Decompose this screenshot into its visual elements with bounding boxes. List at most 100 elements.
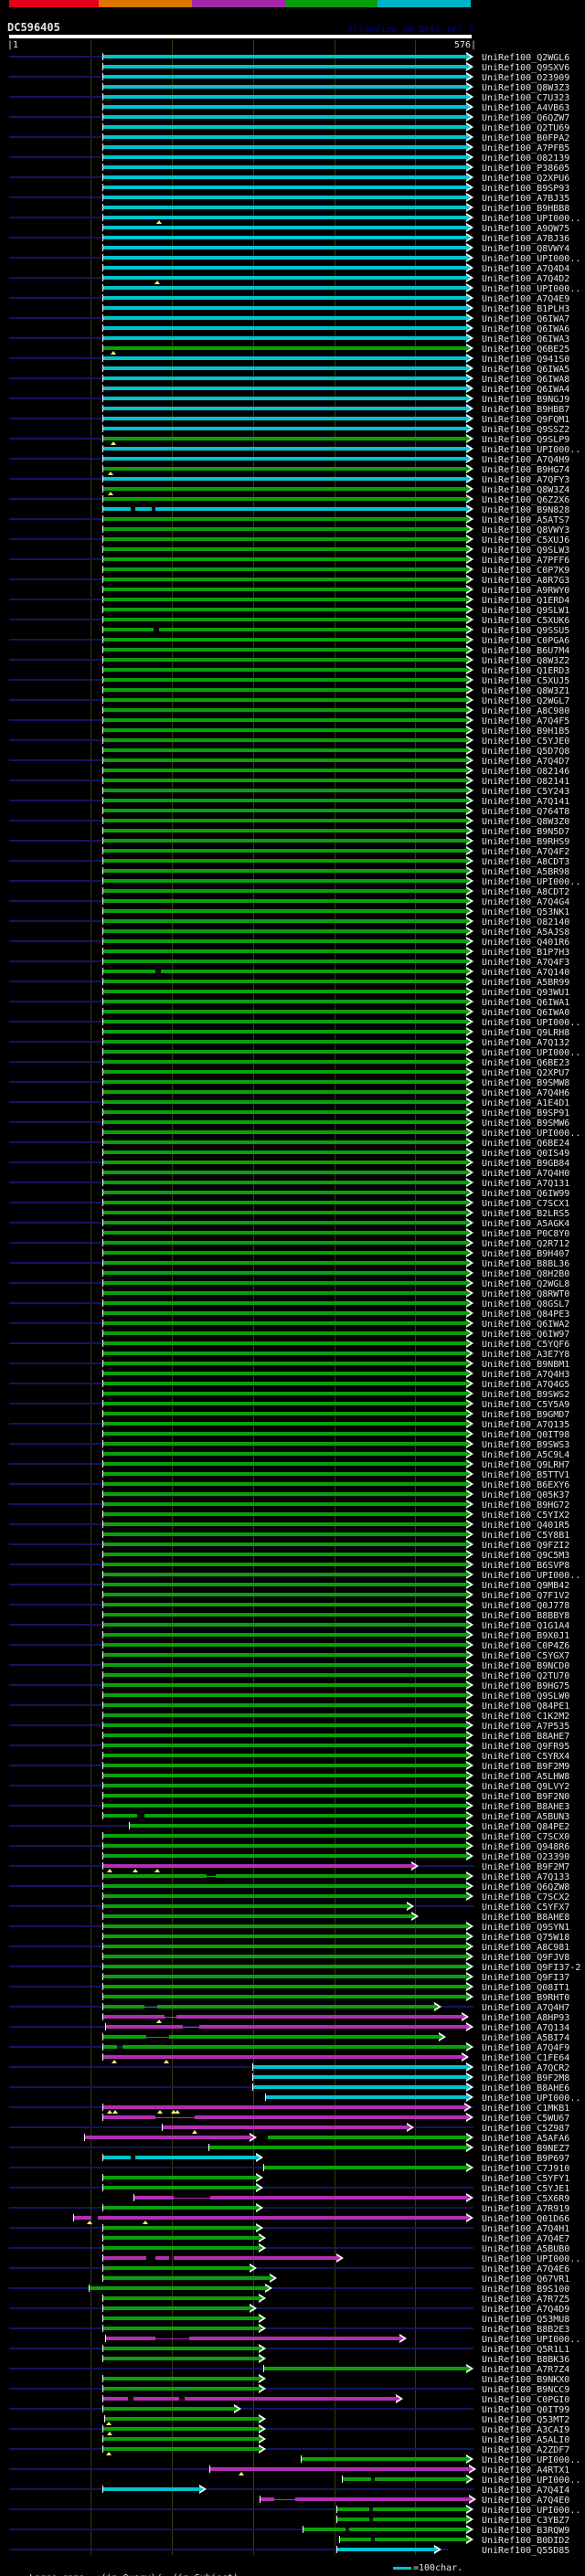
alignment-bar-segment[interactable] — [102, 1331, 466, 1335]
hit-label[interactable]: UniRef100_A5BUN3 — [482, 1812, 570, 1822]
hit-label[interactable]: UniRef100_Q5D7Q8 — [482, 747, 570, 757]
hit-label[interactable]: UniRef100_A7Q141 — [482, 797, 570, 807]
alignment-bar-segment[interactable] — [157, 2005, 434, 2009]
hit-label[interactable]: UniRef100_A7BJ35 — [482, 194, 570, 204]
alignment-bar-segment[interactable] — [102, 819, 466, 822]
alignment-bar-segment[interactable] — [102, 1975, 466, 1978]
alignment-bar-segment[interactable] — [102, 1020, 466, 1023]
hit-label[interactable]: UniRef100_Q6BE25 — [482, 345, 570, 355]
alignment-bar-segment[interactable] — [102, 1291, 466, 1295]
hit-label[interactable]: UniRef100_B8AHE6 — [482, 2083, 570, 2094]
alignment-bar-segment[interactable] — [102, 1924, 466, 1928]
hit-label[interactable]: UniRef100_A7PFB5 — [482, 143, 570, 154]
alignment-bar-segment[interactable] — [102, 256, 466, 260]
alignment-bar-segment[interactable] — [102, 2347, 259, 2350]
hit-label[interactable]: UniRef100_Q05K37 — [482, 1490, 570, 1500]
hit-label[interactable]: UniRef100_Q9FZI2 — [482, 1541, 570, 1551]
alignment-bar-segment[interactable] — [102, 2236, 259, 2240]
hit-label[interactable]: UniRef100_C5YGX7 — [482, 1651, 570, 1661]
hit-label[interactable]: UniRef100_A7Q4H7 — [482, 2003, 570, 2013]
hit-label[interactable]: UniRef100_Q9FI37-2 — [482, 1963, 581, 1973]
hit-label[interactable]: UniRef100_B9RHT0 — [482, 1993, 570, 2003]
hit-label[interactable]: UniRef100_B9HG74 — [482, 465, 570, 475]
hit-label[interactable]: UniRef100_C5WU67 — [482, 2114, 570, 2124]
alignment-bar-segment[interactable] — [102, 708, 466, 712]
alignment-bar-segment[interactable] — [144, 1814, 466, 1818]
hit-label[interactable]: UniRef100_C5Y243 — [482, 787, 570, 797]
hit-label[interactable]: UniRef100_A5C9L4 — [482, 1450, 570, 1460]
alignment-bar-segment[interactable] — [155, 2256, 169, 2260]
alignment-bar-segment[interactable] — [102, 789, 466, 792]
alignment-bar-segment[interactable] — [102, 1352, 466, 1355]
alignment-bar-segment[interactable] — [102, 1261, 466, 1265]
hit-label[interactable]: UniRef100_Q9SLW1 — [482, 606, 570, 616]
alignment-bar-segment[interactable] — [102, 165, 466, 169]
alignment-bar-segment[interactable] — [210, 2196, 466, 2200]
alignment-bar-segment[interactable] — [102, 668, 466, 672]
alignment-bar-segment[interactable] — [102, 1191, 466, 1194]
hit-label[interactable]: UniRef100_A7Q4G4 — [482, 897, 570, 907]
alignment-bar-segment[interactable] — [102, 286, 466, 290]
hit-label[interactable]: UniRef100_A7Q140 — [482, 968, 570, 978]
alignment-bar-segment[interactable] — [102, 1542, 466, 1546]
alignment-bar-segment[interactable] — [102, 226, 466, 229]
hit-label[interactable]: UniRef100_C1FE64 — [482, 2053, 570, 2063]
hit-label[interactable]: UniRef100_A8CDT3 — [482, 857, 570, 867]
alignment-bar-segment[interactable] — [102, 1653, 466, 1657]
alignment-bar-segment[interactable] — [102, 1362, 466, 1365]
hit-label[interactable]: UniRef100_B0DID2 — [482, 2536, 570, 2546]
alignment-bar-segment[interactable] — [102, 859, 466, 863]
hit-label[interactable]: UniRef100_Q8W3Z1 — [482, 686, 570, 696]
hit-label[interactable]: UniRef100_UPI000.. — [482, 2094, 581, 2104]
hit-label[interactable]: UniRef100_A7Q4E0 — [482, 2496, 570, 2506]
hit-label[interactable]: UniRef100_B0FPA2 — [482, 133, 570, 143]
hit-label[interactable]: UniRef100_C0PGI0 — [482, 2395, 570, 2405]
alignment-bar-segment[interactable] — [102, 1251, 466, 1255]
alignment-bar-segment[interactable] — [102, 236, 466, 239]
hit-label[interactable]: UniRef100_O82141 — [482, 777, 570, 787]
hit-label[interactable]: UniRef100_Q1G1A4 — [482, 1621, 570, 1631]
alignment-bar-segment[interactable] — [102, 447, 466, 451]
hit-label[interactable]: UniRef100_Q2WGL7 — [482, 696, 570, 706]
hit-label[interactable]: UniRef100_UPI000.. — [482, 1018, 581, 1028]
hit-label[interactable]: UniRef100_A7R7Z5 — [482, 2295, 570, 2305]
hit-label[interactable]: UniRef100_Q9FI37 — [482, 1973, 570, 1983]
alignment-bar-segment[interactable] — [336, 2507, 369, 2511]
hit-label[interactable]: UniRef100_C7U323 — [482, 93, 570, 103]
hit-label[interactable]: UniRef100_Q84PE2 — [482, 1822, 570, 1832]
alignment-bar-segment[interactable] — [102, 1472, 466, 1476]
hit-label[interactable]: UniRef100_C5YFX7 — [482, 1903, 570, 1913]
alignment-bar-segment[interactable] — [102, 588, 466, 591]
hit-label[interactable]: UniRef100_UPI000.. — [482, 445, 581, 455]
alignment-bar-segment[interactable] — [189, 2337, 399, 2340]
hit-label[interactable]: UniRef100_B9RHS9 — [482, 837, 570, 847]
hit-label[interactable]: UniRef100_B9NCD0 — [482, 1661, 570, 1671]
hit-label[interactable]: UniRef100_A7Q4H1 — [482, 2224, 570, 2234]
hit-label[interactable]: UniRef100_UPI000.. — [482, 2455, 581, 2465]
hit-label[interactable]: UniRef100_Q9SLP9 — [482, 435, 570, 445]
hit-label[interactable]: UniRef100_Q75W18 — [482, 1933, 570, 1943]
alignment-bar-segment[interactable] — [102, 1130, 466, 1134]
hit-label[interactable]: UniRef100_B9N5D7 — [482, 827, 570, 837]
alignment-bar-segment[interactable] — [84, 2136, 250, 2139]
hit-label[interactable]: UniRef100_A9RWY0 — [482, 586, 570, 596]
hit-label[interactable]: UniRef100_A3E7Y8 — [482, 1350, 570, 1360]
alignment-bar-segment[interactable] — [102, 809, 466, 812]
alignment-bar-segment[interactable] — [102, 949, 466, 953]
alignment-bar-segment[interactable] — [102, 417, 466, 420]
alignment-bar-segment[interactable] — [102, 2487, 199, 2491]
hit-label[interactable]: UniRef100_B8AHE8 — [482, 1913, 570, 1923]
alignment-bar-segment[interactable] — [102, 1281, 466, 1285]
hit-label[interactable]: UniRef100_O82139 — [482, 154, 570, 164]
hit-label[interactable]: UniRef100_A7BJ36 — [482, 234, 570, 244]
alignment-bar-segment[interactable] — [102, 1894, 466, 1898]
alignment-bar-segment[interactable] — [216, 1874, 466, 1878]
hit-label[interactable]: UniRef100_B6SVP8 — [482, 1561, 570, 1571]
alignment-bar-segment[interactable] — [303, 2528, 346, 2531]
hit-label[interactable]: UniRef100_B9NKX0 — [482, 2375, 570, 2385]
hit-label[interactable]: UniRef100_Q9SSZ2 — [482, 425, 570, 435]
alignment-bar-segment[interactable] — [339, 2538, 371, 2541]
hit-label[interactable]: UniRef100_Q93WU1 — [482, 988, 570, 998]
hit-label[interactable]: UniRef100_B9SMW8 — [482, 1078, 570, 1088]
alignment-bar-segment[interactable] — [102, 1402, 466, 1405]
